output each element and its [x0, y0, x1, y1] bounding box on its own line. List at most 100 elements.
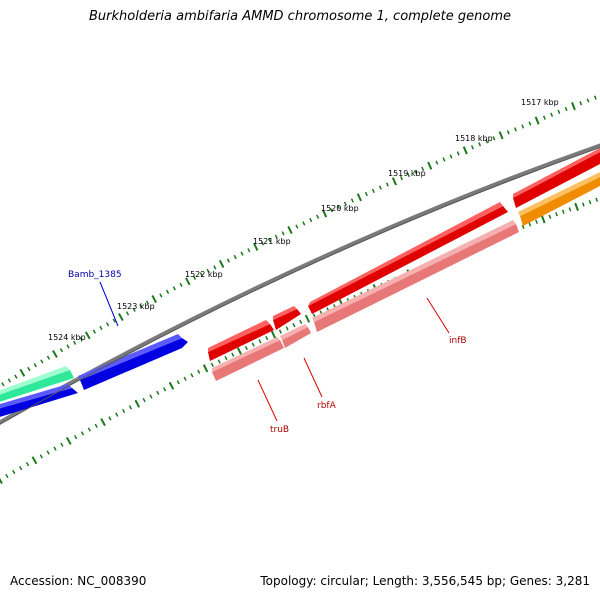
outer-tick	[316, 214, 320, 219]
inner-tick	[224, 355, 228, 361]
inner-tick	[5, 473, 9, 479]
gene-arrow-red-2-top	[273, 306, 297, 320]
inner-tick	[244, 345, 248, 351]
inner-tick	[60, 442, 64, 447]
outer-tick	[192, 275, 197, 280]
outer-tick	[550, 112, 554, 117]
outer-tick	[586, 98, 590, 103]
ruler-label-1519: 1519 kbp	[388, 169, 426, 178]
chromosome-backbone	[0, 143, 600, 425]
outer-tick	[79, 336, 83, 342]
inner-tick	[183, 376, 187, 381]
gene-arrow-red-4[interactable]	[513, 152, 600, 208]
outer-tick	[421, 166, 425, 171]
outer-tick	[364, 191, 368, 197]
gene-arrow-pink-1[interactable]	[212, 340, 284, 381]
outer-tick	[378, 185, 382, 190]
gene-arrow-pink-3[interactable]	[314, 224, 519, 332]
outer-tick	[40, 359, 44, 364]
outer-tick	[125, 311, 130, 316]
gene-arrow-blue-1-top	[0, 384, 72, 409]
inner-tick	[108, 416, 112, 421]
gene-arrow-red-2[interactable]	[273, 309, 301, 330]
inner-tick	[210, 362, 214, 368]
outer-tick	[7, 378, 12, 383]
inner-tick	[581, 202, 585, 207]
outer-tick	[213, 265, 217, 270]
gene-arrow-pink-2[interactable]	[282, 327, 311, 348]
outer-tick	[185, 277, 191, 286]
outer-tick	[407, 172, 411, 178]
outer-tick	[521, 124, 525, 129]
inner-tick	[521, 224, 525, 230]
ruler-label-1522: 1522 kbp	[185, 270, 223, 279]
outer-tick	[112, 318, 116, 323]
outer-tick	[414, 169, 418, 175]
outer-tick	[534, 116, 540, 125]
outer-tick	[281, 231, 285, 236]
inner-tick	[568, 207, 572, 212]
inner-tick	[299, 319, 303, 325]
outer-tick	[295, 224, 299, 229]
outer-tick	[159, 293, 163, 298]
gene-arrow-orange[interactable]	[520, 177, 600, 226]
outer-tick	[151, 295, 157, 304]
outer-tick	[557, 109, 561, 115]
gene-label-infb[interactable]: infB	[449, 336, 467, 346]
gene-arrow-teal[interactable]	[0, 370, 74, 405]
outer-tick	[139, 304, 143, 309]
ruler-label-1520: 1520 kbp	[321, 204, 359, 213]
outer-tick	[542, 115, 546, 120]
outer-tick	[33, 363, 38, 368]
gene-arrow-bamb-1385-top	[78, 334, 182, 380]
outer-tick	[253, 242, 259, 251]
outer-tick	[302, 221, 306, 226]
outer-tick	[564, 106, 568, 112]
outer-tick	[514, 127, 517, 132]
outer-tick	[267, 237, 271, 243]
inner-tick	[270, 330, 277, 339]
gene-arrow-red-3-top	[308, 202, 503, 306]
gene-arrow-red-1[interactable]	[208, 324, 274, 361]
leader-rbfa	[303, 357, 323, 398]
outer-tick	[66, 344, 70, 349]
outer-tick	[59, 348, 64, 353]
outer-tick	[46, 355, 51, 360]
inner-tick	[121, 408, 126, 414]
outer-tick	[14, 374, 18, 379]
inner-tick	[540, 215, 546, 224]
ruler-labels: 1517 kbp 1518 kbp 1519 kbp 1520 kbp 1521…	[48, 98, 559, 342]
outer-tick	[579, 101, 583, 106]
outer-tick	[84, 331, 91, 340]
gene-arrow-orange-top	[518, 172, 600, 216]
outer-tick	[478, 142, 482, 147]
inner-tick	[163, 387, 167, 392]
outer-tick	[145, 300, 150, 305]
gene-arrow-bamb-1385[interactable]	[80, 338, 188, 390]
inner-tick	[156, 390, 160, 396]
ruler-label-1524: 1524 kbp	[48, 333, 86, 342]
outer-tick	[287, 225, 293, 235]
gene-label-rbfa[interactable]: rbfA	[317, 401, 337, 411]
outer-tick	[226, 258, 230, 263]
inner-tick	[236, 347, 243, 356]
inner-tick	[197, 369, 201, 374]
outer-tick	[52, 349, 58, 358]
ruler-label-1523: 1523 kbp	[117, 302, 155, 311]
gene-arrow-red-3[interactable]	[308, 206, 508, 314]
inner-tick	[595, 197, 599, 202]
gene-label-trub[interactable]: truB	[270, 425, 289, 435]
inner-tick	[87, 427, 91, 432]
inner-tick	[134, 399, 141, 408]
gene-label-bamb-1385[interactable]: Bamb_1385	[68, 270, 122, 280]
outer-tick	[240, 251, 244, 256]
outer-tick	[427, 161, 433, 170]
inner-tick	[149, 394, 153, 399]
accession-text: Accession: NC_008390	[10, 574, 147, 588]
inner-tick	[231, 352, 235, 357]
outer-tick	[105, 322, 110, 327]
reverse-strand	[212, 172, 600, 381]
outer-tick	[485, 139, 489, 144]
outer-tick	[528, 121, 532, 126]
